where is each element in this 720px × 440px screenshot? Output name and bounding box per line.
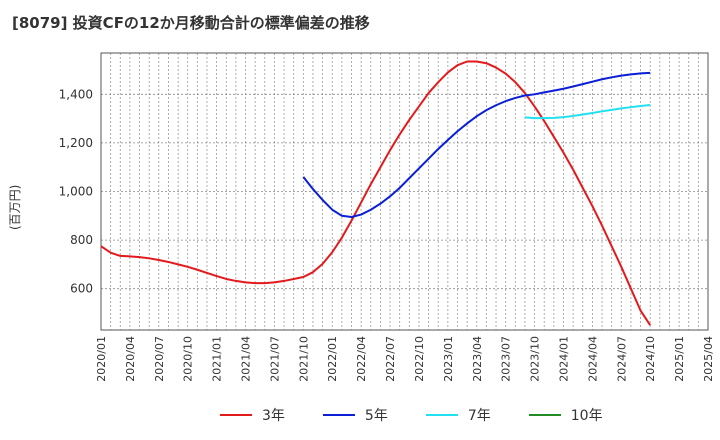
x-tick-label: 2025/01 xyxy=(673,336,686,382)
legend-swatch xyxy=(322,414,355,416)
x-tick-label: 2021/04 xyxy=(240,336,253,382)
x-tick-label: 2023/07 xyxy=(500,336,513,382)
x-tick-label: 2020/04 xyxy=(124,336,137,382)
legend-swatch xyxy=(528,414,561,416)
series-line-1 xyxy=(302,71,651,219)
legend-item: 3年 xyxy=(220,405,285,425)
legend-item: 10年 xyxy=(528,405,603,425)
x-tick-label: 2024/01 xyxy=(557,336,570,382)
legend-item: 5年 xyxy=(322,405,388,425)
x-tick-label: 2020/07 xyxy=(153,336,166,382)
x-tick-label: 2021/07 xyxy=(268,336,281,382)
legend-label: 10年 xyxy=(570,408,603,424)
y-tick-label: 1,000 xyxy=(59,185,93,199)
x-tick-label: 2023/10 xyxy=(529,336,542,382)
x-tick-label: 2022/07 xyxy=(384,336,397,382)
x-tick-label: 2022/01 xyxy=(326,336,339,382)
x-tick-label: 2020/01 xyxy=(95,336,108,382)
legend-label: 5年 xyxy=(364,408,388,424)
x-tick-label: 2024/04 xyxy=(586,336,599,382)
x-tick-label: 2024/10 xyxy=(644,336,657,382)
x-tick-label: 2022/04 xyxy=(355,336,368,382)
plot-frame xyxy=(100,52,709,331)
legend-label: 7年 xyxy=(467,408,491,424)
x-tick-label: 2021/01 xyxy=(211,336,224,382)
x-tick-label: 2023/01 xyxy=(442,336,455,382)
y-tick-label: 1,400 xyxy=(59,87,93,101)
y-tick-labels: 600 800 1,000 1,200 1,400 xyxy=(59,87,93,295)
y-gridlines xyxy=(101,93,708,290)
y-tick-label: 1,200 xyxy=(59,136,93,150)
legend-swatch xyxy=(425,414,458,416)
y-tick-label: 800 xyxy=(70,233,93,247)
series-line-2 xyxy=(524,104,651,120)
x-tick-label: 2025/04 xyxy=(702,336,715,382)
x-tick-label: 2023/04 xyxy=(471,336,484,382)
x-tick-label: 2022/10 xyxy=(413,336,426,382)
x-tick-label: 2024/07 xyxy=(615,336,628,382)
chart-title: [8079] 投資CFの12か月移動合計の標準偏差の推移 xyxy=(12,14,370,32)
legend-item: 7年 xyxy=(425,405,491,425)
series-line-0 xyxy=(100,60,652,326)
x-tick-label: 2020/10 xyxy=(182,336,195,382)
legend-swatch xyxy=(220,414,252,416)
x-tick-labels: 2020/01 2020/04 2020/07 2020/10 2021/01 2021/… xyxy=(95,336,715,382)
x-tick-label: 2021/10 xyxy=(297,336,310,382)
series-lines xyxy=(100,60,652,326)
legend: 3年 5年 7年 10年 xyxy=(220,404,641,426)
legend-label: 3年 xyxy=(262,408,285,424)
y-tick-label: 600 xyxy=(70,282,93,296)
